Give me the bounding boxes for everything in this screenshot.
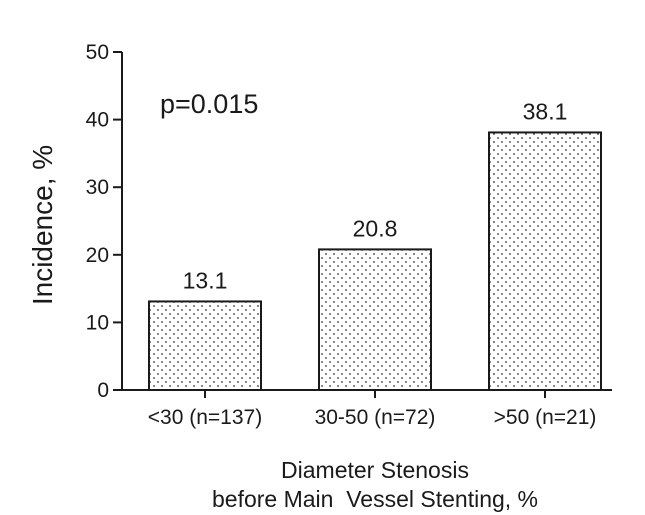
- x-axis-label-line-2: before Main Vessel Stenting, %: [212, 486, 538, 512]
- labels: Incidence, % p=0.015 Diameter Stenosis b…: [27, 89, 538, 512]
- y-axis-label: Incidence, %: [27, 145, 58, 305]
- bar-value-label: 38.1: [523, 98, 568, 124]
- bar: [488, 131, 602, 391]
- y-tick-label: 30: [86, 176, 109, 199]
- bar: [318, 248, 432, 391]
- bar: [148, 300, 262, 391]
- y-axis: 0 10 20 30 40 50: [86, 41, 123, 402]
- y-tick-label: 20: [86, 244, 109, 267]
- y-tick-label: 50: [86, 41, 109, 64]
- x-category-label: >50 (n=21): [494, 406, 597, 429]
- y-tick-label: 0: [97, 379, 109, 402]
- bars: 13.1 20.8 38.1: [148, 98, 602, 391]
- x-axis: <30 (n=137) 30-50 (n=72) >50 (n=21): [122, 389, 612, 429]
- x-category-label: 30-50 (n=72): [315, 406, 436, 429]
- y-tick-label: 40: [86, 109, 109, 132]
- p-value-annotation: p=0.015: [160, 89, 258, 119]
- bar-value-label: 20.8: [353, 215, 398, 241]
- x-category-label: <30 (n=137): [148, 406, 262, 429]
- bar-value-label: 13.1: [183, 267, 228, 293]
- y-tick-label: 10: [86, 311, 109, 334]
- x-axis-label-line-1: Diameter Stenosis: [281, 457, 469, 483]
